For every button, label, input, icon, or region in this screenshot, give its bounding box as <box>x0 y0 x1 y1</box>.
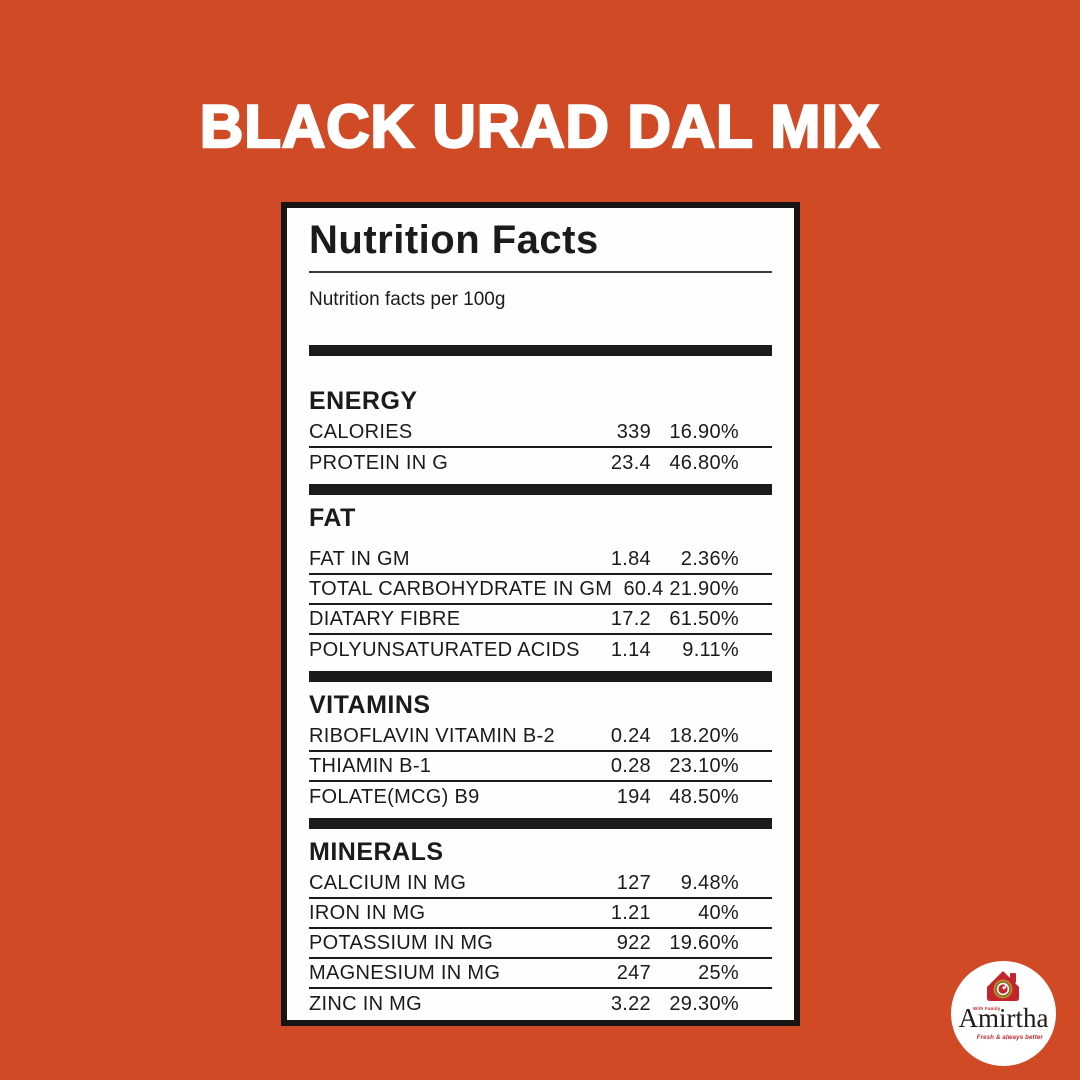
nutrient-daily-percent: 9.48% <box>680 871 739 894</box>
nutrient-row: RIBOFLAVIN VITAMIN B-2 0.24 18.20% <box>309 722 772 752</box>
nutrient-label: PROTEIN IN G <box>309 451 449 474</box>
nutrient-daily-percent: 61.50% <box>669 607 739 630</box>
nutrition-facts-heading: Nutrition Facts <box>309 218 599 262</box>
nutrient-label: RIBOFLAVIN VITAMIN B-2 <box>309 724 555 747</box>
section-title-minerals: MINERALS <box>309 838 444 866</box>
section-divider-bar <box>309 484 772 495</box>
nutrient-daily-percent: 18.20% <box>669 724 739 747</box>
nutrient-value: 23.4 <box>610 451 651 474</box>
nutrient-label: ZINC IN MG <box>309 992 422 1015</box>
nutrient-row: MAGNESIUM IN MG 247 25% <box>309 959 772 989</box>
nutrient-value: 127 <box>616 871 651 894</box>
brand-tagline: Fresh & always better <box>976 1035 1043 1041</box>
nutrient-label: POLYUNSATURATED ACIDS <box>309 638 580 661</box>
nutrient-label: POTASSIUM IN MG <box>309 931 494 954</box>
nutrient-row: CALORIES 339 16.90% <box>309 418 772 448</box>
nutrient-daily-percent: 40% <box>698 901 739 924</box>
nutrient-value: 1.21 <box>610 901 651 924</box>
nutrient-daily-percent: 21.90% <box>669 577 739 600</box>
nutrient-value: 1.14 <box>610 638 651 661</box>
nutrient-daily-percent: 16.90% <box>669 420 739 443</box>
nutrition-facts-card: Nutrition Facts Nutrition facts per 100g… <box>281 202 800 1026</box>
nutrient-row: FAT IN GM 1.84 2.36% <box>309 545 772 575</box>
brand-name: Amirtha <box>958 1003 1049 1033</box>
section-fat: FAT FAT IN GM 1.84 2.36% TOTAL CARBOHYDRATE … <box>309 484 772 665</box>
nutrient-value: 194 <box>616 785 651 808</box>
nutrient-row: THIAMIN B-1 0.28 23.10% <box>309 752 772 782</box>
nutrient-value: 60.4 <box>623 577 664 600</box>
serving-info: Nutrition facts per 100g <box>309 289 506 310</box>
nutrient-daily-percent: 29.30% <box>669 992 739 1015</box>
nutrient-daily-percent: 9.11% <box>682 638 739 661</box>
nutrient-row: ZINC IN MG 3.22 29.30% <box>309 989 772 1019</box>
nutrient-row: DIATARY FIBRE 17.2 61.50% <box>309 605 772 635</box>
section-energy: ENERGY CALORIES 339 16.90% PROTEIN IN G 23.4 4… <box>309 345 772 478</box>
section-title-fat: FAT <box>309 504 356 532</box>
nutrient-row: POTASSIUM IN MG 922 19.60% <box>309 929 772 959</box>
nutrient-value: 0.24 <box>610 724 651 747</box>
section-divider-bar <box>309 671 772 682</box>
logo-top-text: With Family <box>973 1006 1001 1011</box>
nutrient-value: 339 <box>616 420 651 443</box>
nutrient-label: FOLATE(MCG) B9 <box>309 785 480 808</box>
nutrient-daily-percent: 23.10% <box>669 754 739 777</box>
section-minerals: MINERALS CALCIUM IN MG 127 9.48% IRON IN MG 1… <box>309 818 772 1019</box>
nutrient-daily-percent: 46.80% <box>669 451 739 474</box>
nutrient-daily-percent: 2.36% <box>680 547 739 570</box>
page-title: BLACK URAD DAL MIX <box>199 92 881 162</box>
nutrient-value: 3.22 <box>610 992 651 1015</box>
nutrient-row: CALCIUM IN MG 127 9.48% <box>309 869 772 899</box>
nutrient-row: FOLATE(MCG) B9 194 48.50% <box>309 782 772 812</box>
nutrient-label: THIAMIN B-1 <box>309 754 432 777</box>
nutrient-value: 0.28 <box>610 754 651 777</box>
section-title-vitamins: VITAMINS <box>309 691 431 719</box>
nutrient-label: IRON IN MG <box>309 901 426 924</box>
nutrient-row: POLYUNSATURATED ACIDS 1.14 9.11% <box>309 635 772 665</box>
house-icon <box>987 971 1019 1001</box>
nutrient-label: DIATARY FIBRE <box>309 607 461 630</box>
nutrient-daily-percent: 48.50% <box>669 785 739 808</box>
nutrient-label: CALORIES <box>309 420 413 443</box>
nutrient-value: 247 <box>616 961 651 984</box>
section-divider-bar <box>309 818 772 829</box>
nutrient-label: TOTAL CARBOHYDRATE IN GM <box>309 577 613 600</box>
nutrient-row: TOTAL CARBOHYDRATE IN GM 60.4 21.90% <box>309 575 772 605</box>
brand-logo: With Family Amirtha Fresh & always bette… <box>951 961 1056 1066</box>
heading-divider <box>309 271 772 273</box>
nutrition-sections: ENERGY CALORIES 339 16.90% PROTEIN IN G 23.4 4… <box>309 345 772 1019</box>
nutrient-value: 922 <box>616 931 651 954</box>
nutrient-daily-percent: 19.60% <box>669 931 739 954</box>
section-title-energy: ENERGY <box>309 387 418 415</box>
section-vitamins: VITAMINS RIBOFLAVIN VITAMIN B-2 0.24 18.20%… <box>309 671 772 812</box>
nutrient-label: MAGNESIUM IN MG <box>309 961 501 984</box>
nutrient-value: 1.84 <box>610 547 651 570</box>
nutrient-daily-percent: 25% <box>698 961 739 984</box>
nutrient-row: IRON IN MG 1.21 40% <box>309 899 772 929</box>
nutrient-label: FAT IN GM <box>309 547 410 570</box>
nutrient-label: CALCIUM IN MG <box>309 871 467 894</box>
nutrient-value: 17.2 <box>610 607 651 630</box>
nutrient-row: PROTEIN IN G 23.4 46.80% <box>309 448 772 478</box>
section-divider-bar <box>309 345 772 356</box>
